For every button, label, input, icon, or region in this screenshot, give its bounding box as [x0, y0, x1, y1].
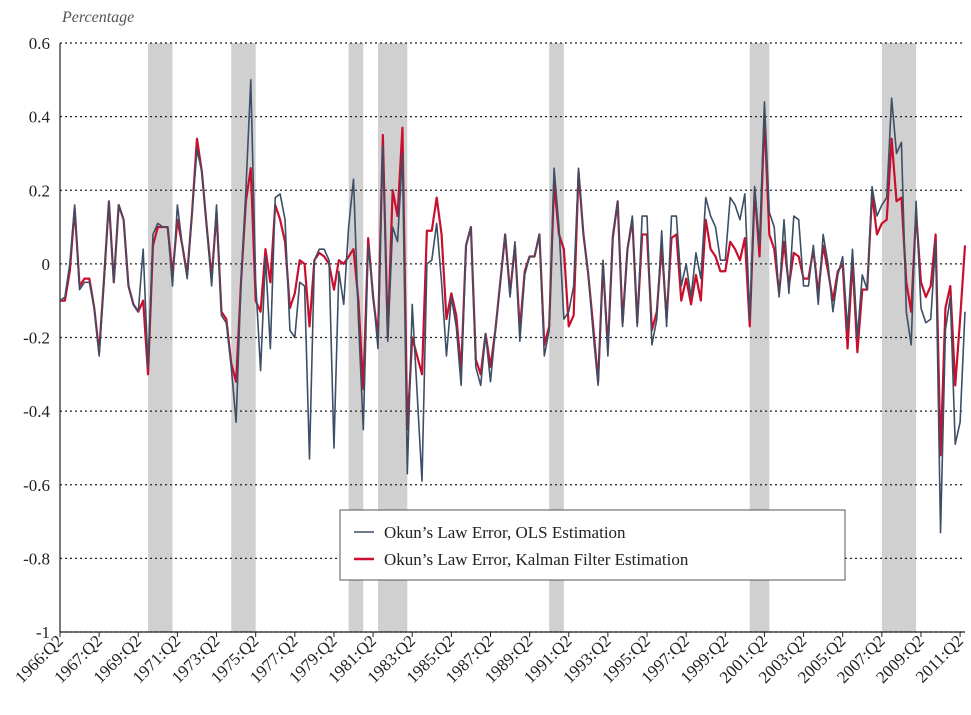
series-line: [59, 79, 966, 534]
y-tick-label: -0.6: [23, 476, 50, 495]
y-tick-label: -0.4: [23, 402, 50, 421]
legend-box: [339, 509, 846, 581]
y-tick-label: 0.2: [29, 181, 50, 200]
y-tick-label: -0.8: [23, 549, 50, 568]
legend-label: Okun’s Law Error, Kalman Filter Estimati…: [384, 550, 689, 569]
y-tick-label: 0: [42, 255, 51, 274]
y-tick-label: -1: [36, 623, 50, 642]
legend: Okun’s Law Error, OLS Estimation Okun’s L…: [339, 509, 846, 581]
y-axis-label: Percentage: [61, 9, 134, 26]
y-tick-label: 0.6: [29, 34, 50, 53]
y-tick-label: 0.4: [29, 108, 51, 127]
y-tick-label: -0.2: [23, 329, 50, 348]
legend-label: Okun’s Law Error, OLS Estimation: [384, 523, 626, 542]
